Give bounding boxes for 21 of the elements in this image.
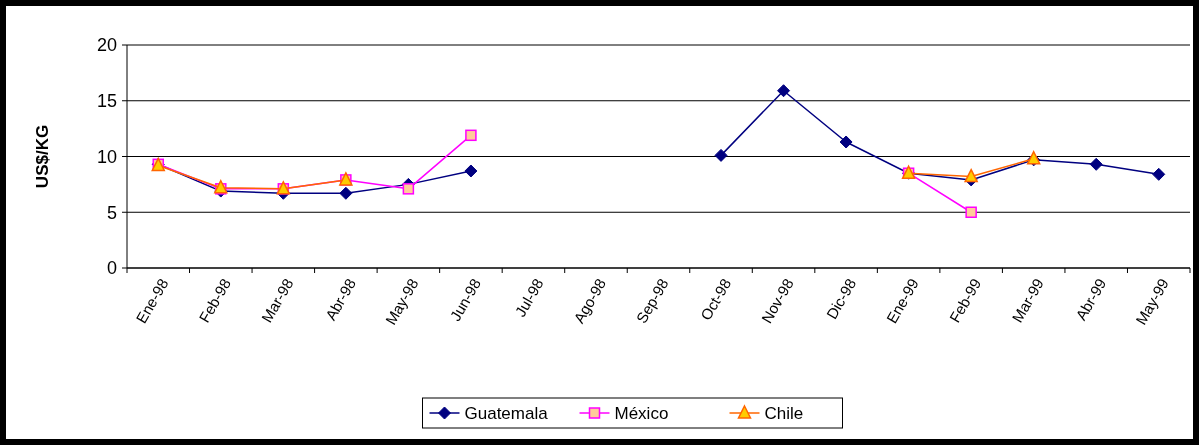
y-tick-label: 15 [96,91,117,112]
point [402,183,415,195]
point [339,186,353,200]
y-tick-label: 0 [106,258,117,279]
point [964,168,978,183]
point [214,179,228,194]
point [714,148,728,162]
y-tick-label: 20 [96,35,117,56]
point [464,164,478,178]
legend-label: Chile [764,403,804,423]
point [1089,157,1103,171]
y-tick-label: 10 [96,146,117,167]
y-tick-label: 5 [106,202,117,223]
point [465,129,477,142]
point [839,135,853,149]
y-axis-title: US$/KG [33,124,52,189]
legend-label: Guatemala [464,403,549,423]
legend-label: México [614,403,669,423]
point [965,206,977,218]
point [777,84,791,98]
point [1152,167,1166,181]
